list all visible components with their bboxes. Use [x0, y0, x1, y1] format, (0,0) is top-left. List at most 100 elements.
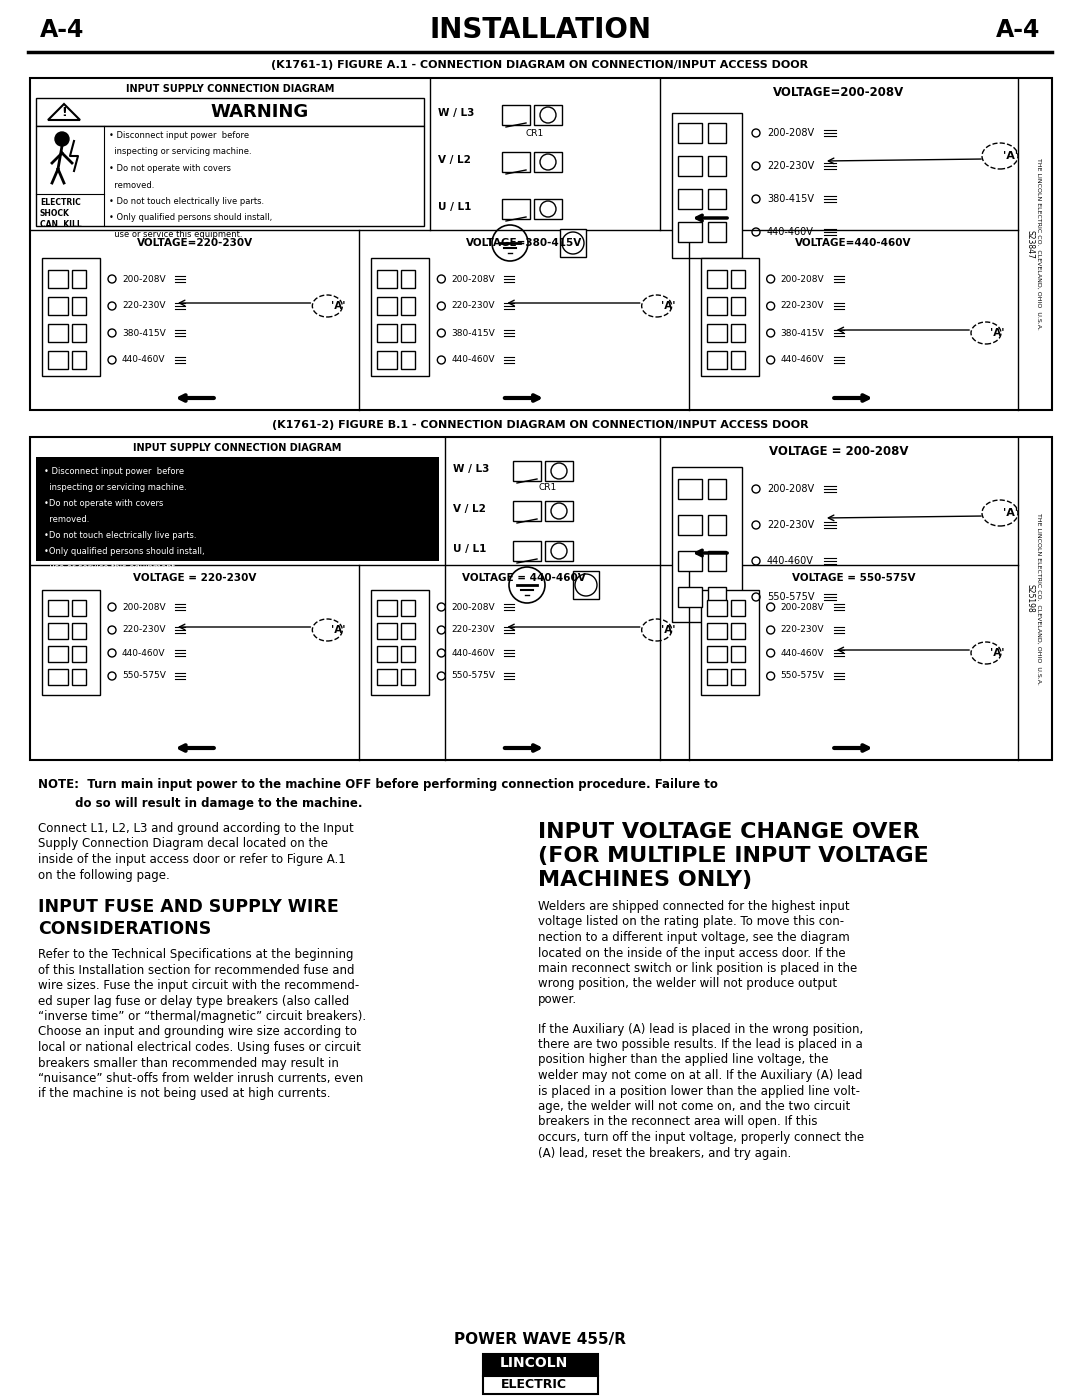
Text: age, the welder will not come on, and the two circuit: age, the welder will not come on, and th… — [538, 1099, 850, 1113]
Bar — [706, 351, 727, 369]
Bar — [48, 645, 68, 662]
Text: •Do not operate with covers: •Do not operate with covers — [44, 499, 163, 509]
Text: 550-575V: 550-575V — [122, 672, 166, 680]
Bar — [72, 623, 86, 638]
Text: •Only qualified persons should install,: •Only qualified persons should install, — [44, 548, 204, 556]
Text: 200-208V: 200-208V — [451, 274, 495, 284]
Text: VOLTAGE = 200-208V: VOLTAGE = 200-208V — [769, 446, 908, 458]
Bar — [731, 669, 745, 685]
Text: 440-460V: 440-460V — [122, 355, 165, 365]
Bar — [42, 590, 100, 694]
Text: wrong position, the welder will not produce output: wrong position, the welder will not prod… — [538, 978, 837, 990]
Bar — [708, 550, 726, 571]
Text: 'A': 'A' — [1003, 509, 1018, 518]
Text: if the machine is not being used at high currents.: if the machine is not being used at high… — [38, 1087, 330, 1101]
Bar — [545, 461, 573, 481]
Text: 550-575V: 550-575V — [451, 672, 496, 680]
Text: VOLTAGE = 440-460V: VOLTAGE = 440-460V — [462, 573, 585, 583]
Text: VOLTAGE=380-415V: VOLTAGE=380-415V — [465, 237, 582, 249]
Text: Choose an input and grounding wire size according to: Choose an input and grounding wire size … — [38, 1025, 356, 1038]
Bar — [513, 461, 541, 481]
Text: W / L3: W / L3 — [453, 464, 489, 474]
Bar — [534, 105, 562, 124]
Bar — [678, 515, 702, 535]
Bar — [731, 351, 745, 369]
Text: • Do not touch electrically live parts.: • Do not touch electrically live parts. — [109, 197, 265, 205]
Text: of this Installation section for recommended fuse and: of this Installation section for recomme… — [38, 964, 354, 977]
Text: 'A': 'A' — [990, 648, 1004, 658]
Bar — [708, 222, 726, 242]
Bar — [513, 502, 541, 521]
Text: A-4: A-4 — [40, 18, 84, 42]
Text: • Only qualified persons should install,: • Only qualified persons should install, — [109, 214, 272, 222]
Bar — [72, 270, 86, 288]
Bar — [678, 587, 702, 608]
Bar — [402, 599, 416, 616]
Text: 380-415V: 380-415V — [122, 328, 165, 338]
Text: 200-208V: 200-208V — [767, 129, 814, 138]
Bar — [48, 669, 68, 685]
Bar — [534, 152, 562, 172]
Text: (K1761-2) FIGURE B.1 - CONNECTION DIAGRAM ON CONNECTION/INPUT ACCESS DOOR: (K1761-2) FIGURE B.1 - CONNECTION DIAGRA… — [272, 420, 808, 430]
Bar — [708, 587, 726, 608]
Text: there are two possible results. If the lead is placed in a: there are two possible results. If the l… — [538, 1038, 863, 1051]
Bar — [701, 258, 758, 376]
Text: NOTE:  Turn main input power to the machine OFF before performing connection pro: NOTE: Turn main input power to the machi… — [38, 778, 718, 791]
Bar — [402, 324, 416, 342]
Text: 200-208V: 200-208V — [767, 483, 814, 495]
Text: 440-460V: 440-460V — [767, 556, 814, 566]
Text: 440-460V: 440-460V — [451, 355, 495, 365]
Bar — [36, 126, 424, 226]
Bar — [377, 351, 397, 369]
Bar — [678, 222, 702, 242]
Bar — [402, 298, 416, 314]
Text: 200-208V: 200-208V — [781, 274, 824, 284]
Text: 'A': 'A' — [661, 300, 675, 312]
Bar — [377, 645, 397, 662]
Text: POWER WAVE 455/R: POWER WAVE 455/R — [454, 1331, 626, 1347]
Bar — [36, 98, 424, 126]
Text: local or national electrical codes. Using fuses or circuit: local or national electrical codes. Usin… — [38, 1041, 361, 1053]
Bar — [36, 457, 438, 562]
Bar — [678, 189, 702, 210]
Text: 220-230V: 220-230V — [451, 302, 495, 310]
Bar — [731, 298, 745, 314]
Bar — [377, 623, 397, 638]
Text: (FOR MULTIPLE INPUT VOLTAGE: (FOR MULTIPLE INPUT VOLTAGE — [538, 847, 929, 866]
Text: 220-230V: 220-230V — [781, 626, 824, 634]
Text: VOLTAGE = 550-575V: VOLTAGE = 550-575V — [792, 573, 915, 583]
Bar — [573, 571, 599, 599]
Text: 550-575V: 550-575V — [767, 592, 814, 602]
Bar — [72, 599, 86, 616]
Text: Refer to the Technical Specifications at the beginning: Refer to the Technical Specifications at… — [38, 949, 353, 961]
Text: ELECTRIC: ELECTRIC — [501, 1377, 567, 1391]
Bar — [513, 541, 541, 562]
Text: voltage listed on the rating plate. To move this con-: voltage listed on the rating plate. To m… — [538, 915, 845, 929]
Text: wire sizes. Fuse the input circuit with the recommend-: wire sizes. Fuse the input circuit with … — [38, 979, 360, 992]
Text: breakers in the reconnect area will open. If this: breakers in the reconnect area will open… — [538, 1115, 818, 1129]
Text: (K1761-1) FIGURE A.1 - CONNECTION DIAGRAM ON CONNECTION/INPUT ACCESS DOOR: (K1761-1) FIGURE A.1 - CONNECTION DIAGRA… — [271, 60, 809, 70]
Text: V / L2: V / L2 — [438, 155, 471, 165]
Bar — [708, 479, 726, 499]
Bar — [706, 324, 727, 342]
Text: VOLTAGE=440-460V: VOLTAGE=440-460V — [795, 237, 912, 249]
Bar — [372, 590, 430, 694]
Text: 440-460V: 440-460V — [767, 226, 814, 237]
Bar — [708, 189, 726, 210]
Bar — [708, 156, 726, 176]
Text: INPUT SUPPLY CONNECTION DIAGRAM: INPUT SUPPLY CONNECTION DIAGRAM — [133, 443, 341, 453]
Text: 440-460V: 440-460V — [781, 355, 824, 365]
Bar — [731, 623, 745, 638]
Text: ELECTRIC
SHOCK
CAN  KILL: ELECTRIC SHOCK CAN KILL — [40, 198, 82, 229]
Bar — [377, 599, 397, 616]
Text: CONSIDERATIONS: CONSIDERATIONS — [38, 921, 212, 937]
Text: VOLTAGE = 220-230V: VOLTAGE = 220-230V — [133, 573, 256, 583]
Bar — [502, 198, 530, 219]
Text: 220-230V: 220-230V — [122, 302, 165, 310]
Bar — [545, 502, 573, 521]
Bar — [48, 351, 68, 369]
Bar — [731, 599, 745, 616]
Text: S25198: S25198 — [1026, 584, 1035, 613]
Text: use or service this equipment.: use or service this equipment. — [44, 563, 177, 571]
Text: CR1: CR1 — [526, 129, 544, 137]
